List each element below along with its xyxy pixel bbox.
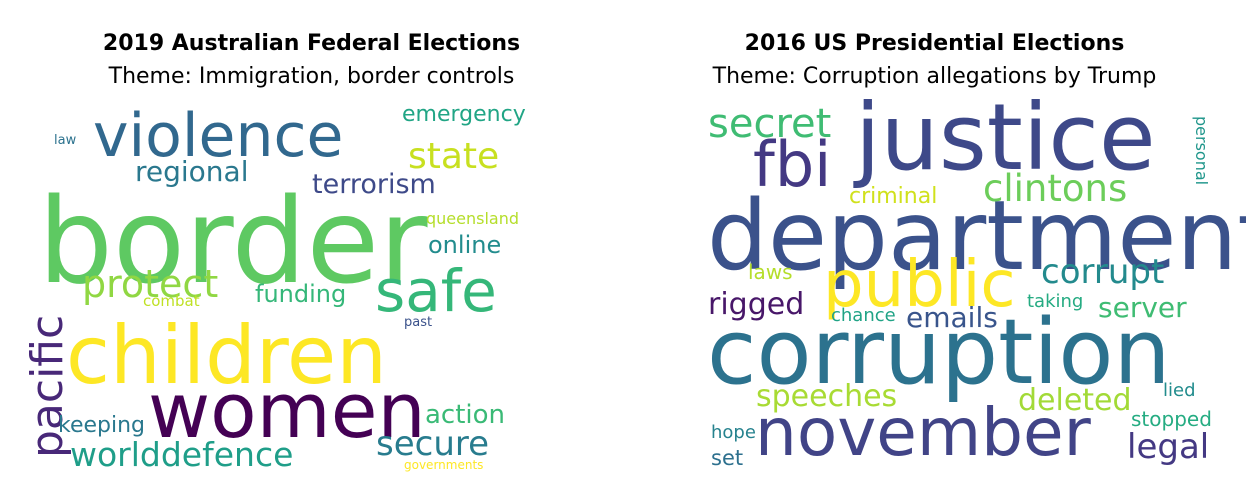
word-emails: emails [906, 301, 998, 334]
word-safe: safe [375, 257, 497, 325]
word-governments: governments [404, 458, 484, 472]
word-combat: combat [143, 292, 200, 310]
panel-title: 2016 US Presidential Elections [744, 31, 1125, 56]
panel-title: 2019 Australian Federal Elections [102, 31, 521, 56]
word-public: public [823, 248, 1016, 322]
word-stopped: stopped [1131, 407, 1212, 431]
word-action: action [425, 400, 506, 430]
word-secure: secure [376, 424, 490, 464]
word-secret: secret [708, 101, 832, 147]
word-cloud: border children women violence safe paci… [22, 101, 526, 474]
word-regional: regional [135, 155, 249, 188]
word-november: november [755, 394, 1091, 471]
word-border: border [38, 172, 428, 310]
word-cloud: justice department corruption november p… [623, 0, 1246, 497]
panel-subtitle: Theme: Corruption allegations by Trump [712, 64, 1157, 89]
word-queensland: queensland [426, 209, 520, 228]
word-server: server [1098, 291, 1187, 324]
word-justice: justice [855, 84, 1156, 191]
word-law: law [54, 133, 77, 148]
word-cloud-panel-australia: 2019 Australian Federal Elections Theme:… [22, 31, 526, 474]
word-taking: taking [1027, 291, 1084, 312]
word-laws: laws [748, 260, 793, 284]
word-terrorism: terrorism [312, 169, 436, 200]
word-women: women [148, 366, 426, 455]
word-funding: funding [255, 280, 347, 308]
word-chance: chance [831, 305, 896, 326]
panel-subtitle: Theme: Immigration, border controls [108, 64, 515, 89]
word-rigged: rigged [708, 287, 805, 322]
word-protect: protect [82, 262, 219, 306]
word-legal: legal [1127, 427, 1210, 467]
word-emergency: emergency [402, 102, 526, 127]
word-past: past [404, 315, 433, 330]
word-deleted: deleted [1018, 383, 1132, 418]
word-violence: violence [93, 101, 344, 171]
word-worlddefence: worlddefence [70, 435, 294, 474]
word-set: set [711, 446, 744, 470]
word-criminal: criminal [849, 184, 938, 209]
word-lied: lied [1163, 380, 1196, 401]
word-children: children [66, 309, 387, 402]
word-cloud-panel-us: 2016 US Presidential Elections Theme: Co… [623, 0, 1246, 497]
word-department: department [707, 180, 1246, 292]
word-speeches: speeches [756, 379, 898, 414]
word-personal: personal [1192, 116, 1211, 186]
word-fbi: fbi [753, 128, 832, 201]
word-state: state [408, 136, 500, 177]
word-corrupt: corrupt [1041, 252, 1165, 292]
word-clintons: clintons [983, 167, 1128, 210]
word-keeping: keeping [58, 413, 146, 438]
word-online: online [428, 231, 502, 259]
word-corruption: corruption [707, 300, 1171, 405]
word-hope: hope [711, 422, 756, 443]
